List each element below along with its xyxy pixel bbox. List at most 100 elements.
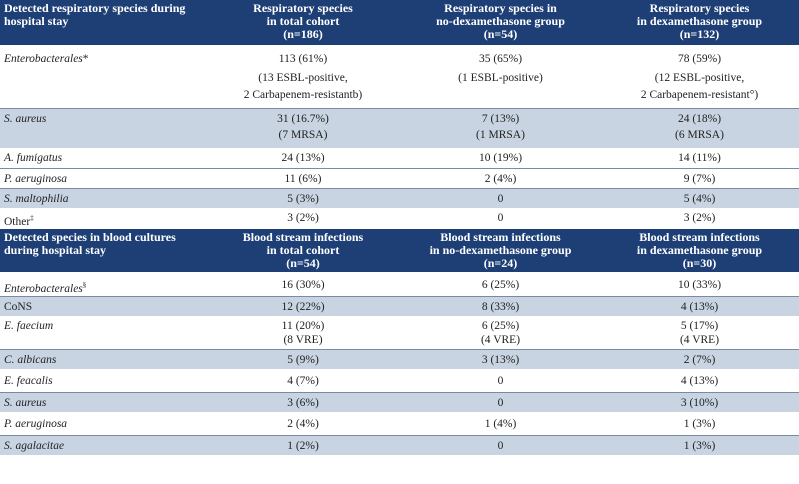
dex-cell: 3 (2%) xyxy=(683,212,716,224)
respiratory-header-row: Detected respiratory species during hosp… xyxy=(0,0,799,45)
total-cell: 11 (6%) xyxy=(205,168,401,189)
header-blood-species: Detected species in blood cultures durin… xyxy=(0,228,205,272)
species-cell: P. aeruginosa xyxy=(0,412,205,436)
dex-cell: 1 (3%) xyxy=(600,412,799,436)
nodex-cell: 0 xyxy=(401,435,600,456)
nodex-cell: 8 (33%) xyxy=(401,296,600,317)
species-cell: Enterobacterales§ xyxy=(0,271,205,297)
table-row: S. agalacitae 1 (2%) 0 1 (3%) xyxy=(0,435,799,456)
header-respiratory-species: Detected respiratory species during hosp… xyxy=(0,0,205,45)
species-cell xyxy=(0,128,205,148)
nodex-cell xyxy=(401,88,600,109)
header-blood-total: Blood stream infections in total cohort … xyxy=(205,228,401,272)
species-cell: S. agalacitae xyxy=(0,435,205,456)
total-cell: 31 (16.7%) xyxy=(205,108,401,128)
table-row: (7 MRSA) (1 MRSA) (6 MRSA) xyxy=(0,128,799,148)
dex-cell: 5 (17%) xyxy=(680,320,719,333)
species-cell xyxy=(0,88,205,109)
table-row: (8 VRE) (4 VRE) (4 VRE) xyxy=(0,333,799,350)
total-cell: 3 (2%) xyxy=(287,212,319,224)
total-cell: 12 (22%) xyxy=(205,296,401,317)
total-cell: 11 (20%) xyxy=(281,320,325,333)
blood-header-row: Detected species in blood cultures durin… xyxy=(0,228,799,272)
dex-cell: 10 (33%) xyxy=(600,271,799,297)
table-row: A. fumigatus 24 (13%) 10 (19%) 14 (11%) xyxy=(0,148,799,169)
species-cell: S. aureus xyxy=(0,392,205,413)
total-cell: 5 (9%) xyxy=(205,349,401,370)
species-cell: E. faecium xyxy=(4,320,54,333)
header-respiratory-nodex: Respiratory species in no-dexamethasone … xyxy=(401,0,600,45)
nodex-cell: 6 (25%) xyxy=(481,320,520,333)
total-cell: 4 (7%) xyxy=(205,369,401,393)
dex-cell: (4 VRE) xyxy=(600,333,799,350)
dex-cell: 14 (11%) xyxy=(600,148,799,169)
nodex-cell: 35 (65%) xyxy=(478,53,523,65)
dex-cell: (12 ESBL-positive, xyxy=(654,72,745,84)
table-row: P. aeruginosa 2 (4%) 1 (4%) 1 (3%) xyxy=(0,412,799,436)
total-cell: 1 (2%) xyxy=(205,435,401,456)
table-row: S. aureus 31 (16.7%) 7 (13%) 24 (18%) xyxy=(0,108,799,128)
dex-cell: 5 (4%) xyxy=(600,188,799,208)
table-row: 2 Carbapenem-resistantb) 2 Carbapenem-re… xyxy=(0,88,799,109)
nodex-cell: 0 xyxy=(497,212,504,224)
table-row: Enterobacterales§ 16 (30%) 6 (25%) 10 (3… xyxy=(0,271,799,297)
nodex-cell: (1 MRSA) xyxy=(401,128,600,148)
dex-cell: 1 (3%) xyxy=(600,435,799,456)
header-respiratory-dex: Respiratory species in dexamethasone gro… xyxy=(600,0,799,45)
species-table: Detected respiratory species during hosp… xyxy=(0,0,799,456)
header-blood-nodex: Blood stream infections in no-dexamethas… xyxy=(401,228,600,272)
nodex-cell: 1 (4%) xyxy=(401,412,600,436)
nodex-cell: 10 (19%) xyxy=(401,148,600,169)
total-cell: 113 (61%) xyxy=(278,53,328,65)
total-cell: (8 VRE) xyxy=(205,333,401,350)
nodex-cell: 0 xyxy=(401,188,600,208)
species-cell: Enterobacterales* xyxy=(4,53,89,65)
dex-cell: (6 MRSA) xyxy=(600,128,799,148)
nodex-cell: 2 (4%) xyxy=(401,168,600,189)
total-cell: (13 ESBL-positive, xyxy=(258,72,348,84)
table-row: S. maltophilia 5 (3%) 0 5 (4%) xyxy=(0,188,799,208)
species-cell: S. maltophilia xyxy=(0,188,205,208)
table-row: CoNS 12 (22%) 8 (33%) 4 (13%) xyxy=(0,296,799,317)
total-cell: 16 (30%) xyxy=(205,271,401,297)
nodex-cell: (4 VRE) xyxy=(401,333,600,350)
total-cell: 5 (3%) xyxy=(205,188,401,208)
table-row: E. feacalis 4 (7%) 0 4 (13%) xyxy=(0,369,799,393)
dex-cell: 2 (7%) xyxy=(600,349,799,370)
total-cell: 2 (4%) xyxy=(205,412,401,436)
species-cell xyxy=(0,68,205,88)
dex-cell: 9 (7%) xyxy=(600,168,799,189)
nodex-cell: 6 (25%) xyxy=(401,271,600,297)
total-cell: 24 (13%) xyxy=(205,148,401,169)
total-cell: 2 Carbapenem-resistantb) xyxy=(205,88,401,109)
table-row: (13 ESBL-positive, (1 ESBL-positive) (12… xyxy=(0,68,799,88)
nodex-cell: 0 xyxy=(401,392,600,413)
nodex-cell: 0 xyxy=(401,369,600,393)
dex-cell: 3 (10%) xyxy=(600,392,799,413)
total-cell: 3 (6%) xyxy=(205,392,401,413)
table-row: Other‡ 3 (2%) 0 3 (2%) xyxy=(0,208,799,229)
species-cell: Other‡ xyxy=(4,214,34,228)
dex-cell: 4 (13%) xyxy=(600,369,799,393)
species-cell: CoNS xyxy=(0,296,205,317)
nodex-cell: 7 (13%) xyxy=(401,108,600,128)
header-blood-dex: Blood stream infections in dexamethasone… xyxy=(600,228,799,272)
dex-cell: 4 (13%) xyxy=(600,296,799,317)
table-row: E. faecium 11 (20%) 6 (25%) 5 (17%) xyxy=(0,316,799,333)
table-row: P. aeruginosa 11 (6%) 2 (4%) 9 (7%) xyxy=(0,168,799,189)
table-row: S. aureus 3 (6%) 0 3 (10%) xyxy=(0,392,799,413)
dex-cell: 2 Carbapenem-resistant°) xyxy=(600,88,799,109)
species-cell: S. aureus xyxy=(0,108,205,128)
species-cell: A. fumigatus xyxy=(0,148,205,169)
species-cell: P. aeruginosa xyxy=(0,168,205,189)
species-cell: C. albicans xyxy=(0,349,205,370)
table-row: C. albicans 5 (9%) 3 (13%) 2 (7%) xyxy=(0,349,799,370)
nodex-cell: (1 ESBL-positive) xyxy=(458,72,543,84)
nodex-cell: 3 (13%) xyxy=(401,349,600,370)
dex-cell: 78 (59%) xyxy=(677,53,722,65)
header-respiratory-total: Respiratory species in total cohort (n=1… xyxy=(205,0,401,45)
total-cell: (7 MRSA) xyxy=(205,128,401,148)
table-row: Enterobacterales* 113 (61%) 35 (65%) 78 … xyxy=(0,45,799,68)
species-cell xyxy=(0,333,205,350)
species-cell: E. feacalis xyxy=(0,369,205,393)
